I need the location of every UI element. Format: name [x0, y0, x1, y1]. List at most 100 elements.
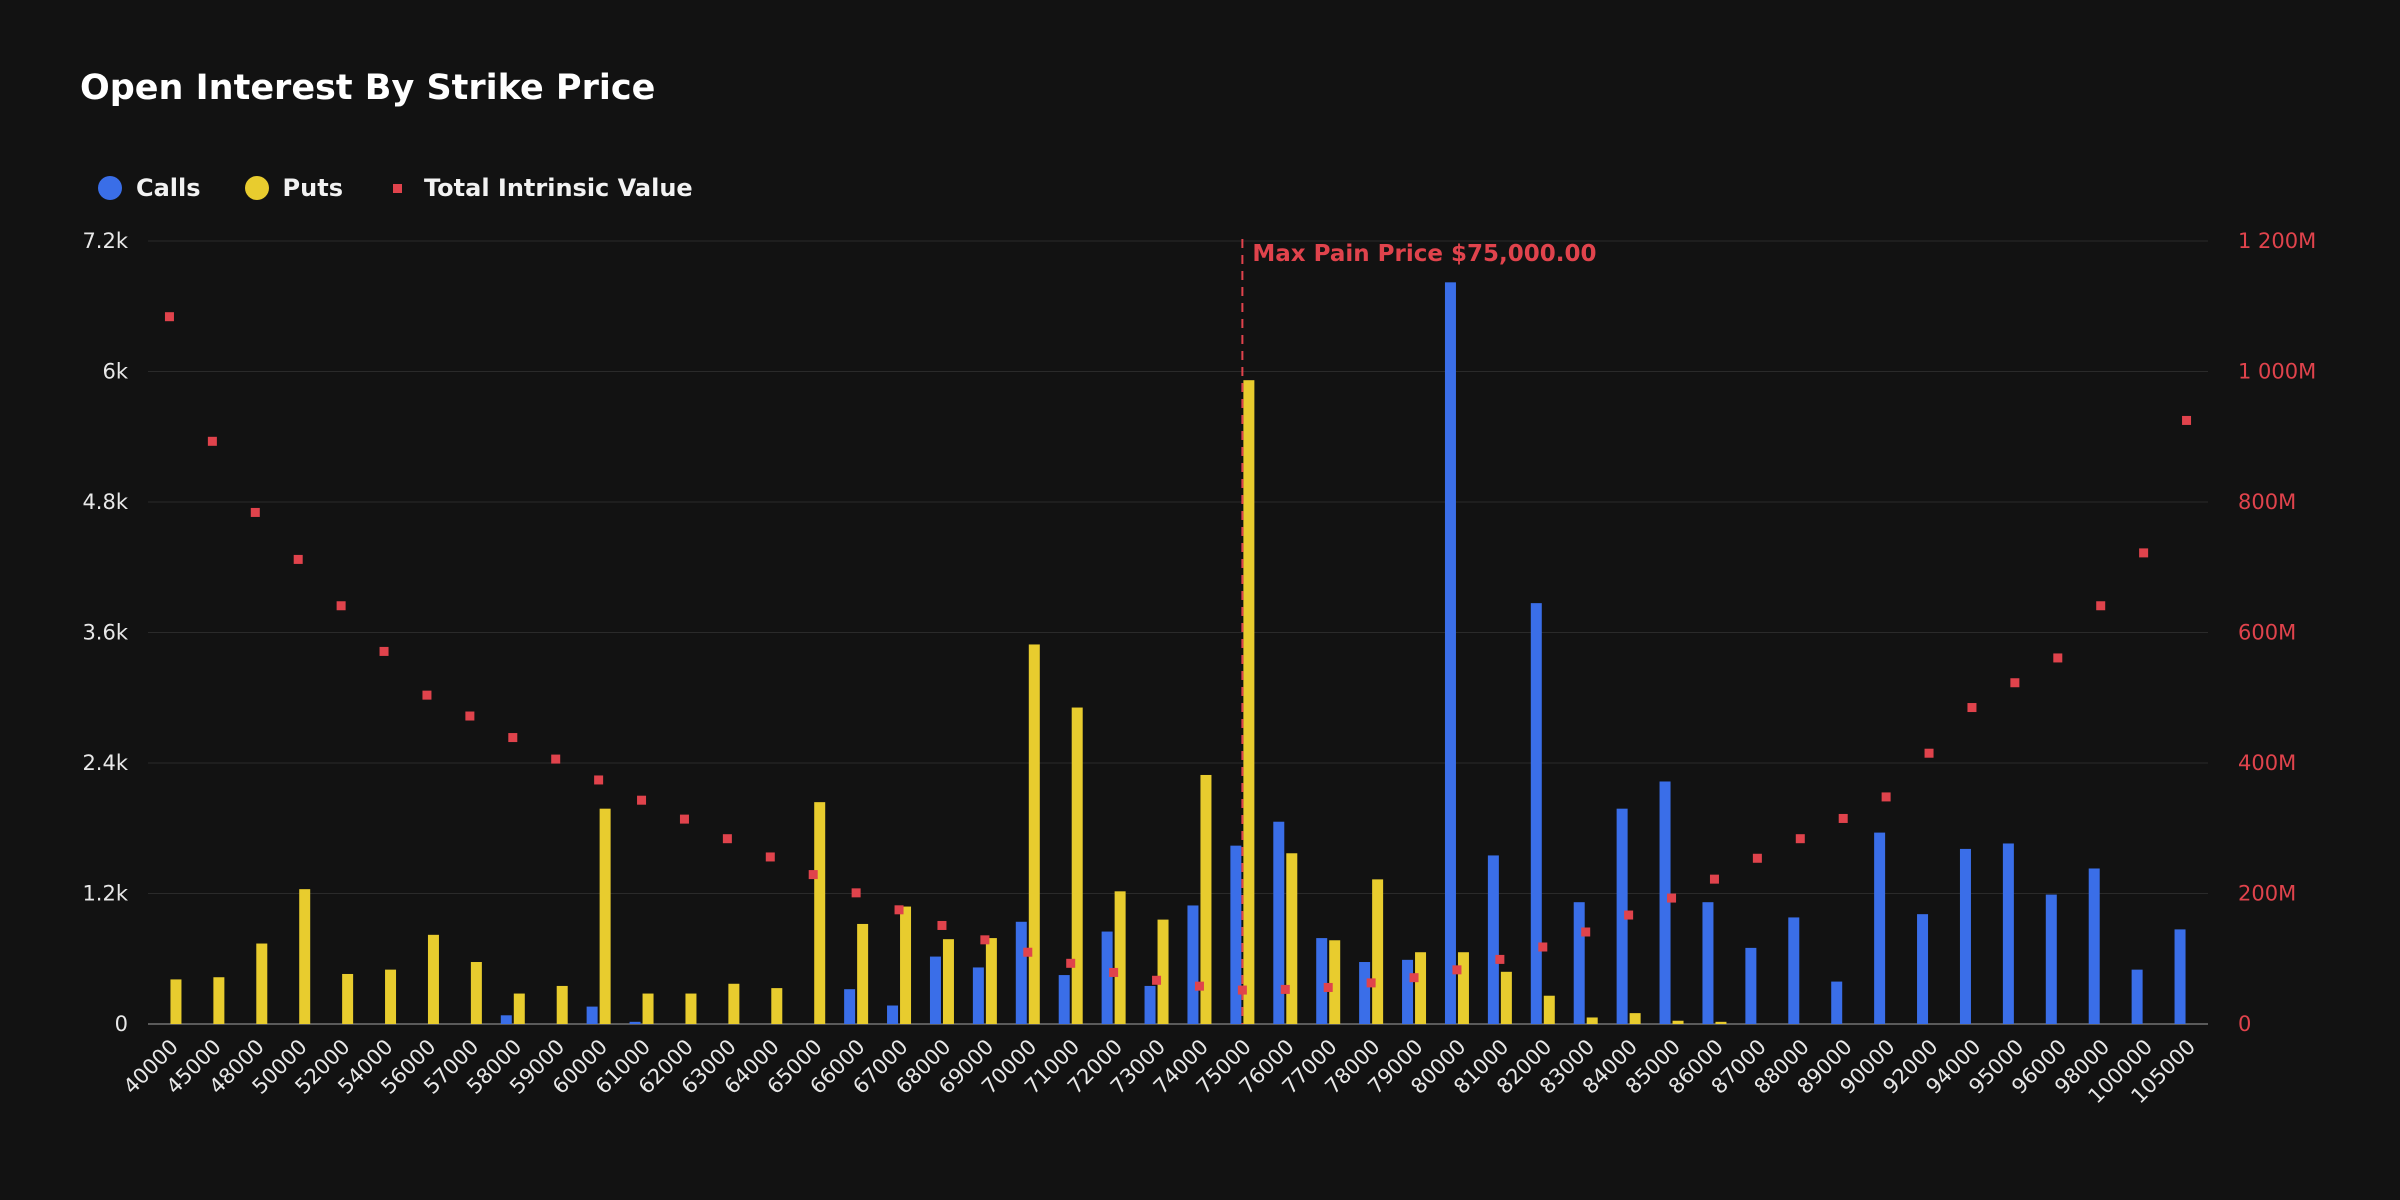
calls-bar	[1316, 938, 1328, 1024]
puts-bar	[299, 889, 311, 1024]
total-intrinsic-value-point	[250, 507, 260, 517]
calls-bar	[1487, 855, 1499, 1024]
puts-bar	[256, 943, 268, 1024]
y-tick-label-left: 1.2k	[82, 882, 128, 906]
total-intrinsic-value-point	[637, 795, 647, 805]
calls-bar	[2088, 868, 2100, 1024]
total-intrinsic-value-point	[422, 690, 432, 700]
total-intrinsic-value-point	[1280, 984, 1290, 994]
chart-legend: Calls Puts Total Intrinsic Value	[98, 174, 737, 202]
puts-bar	[1415, 952, 1427, 1024]
grid-layer	[148, 240, 2208, 1025]
puts-bar	[170, 979, 182, 1024]
calls-bar	[2131, 969, 2143, 1024]
total-intrinsic-value-point	[851, 888, 861, 898]
calls-bar	[1788, 917, 1800, 1024]
total-intrinsic-value-point	[1152, 975, 1162, 985]
puts-bar	[342, 973, 354, 1024]
total-intrinsic-value-point	[1194, 981, 1204, 991]
total-intrinsic-value-point	[379, 646, 389, 656]
bar-layer	[170, 282, 2186, 1024]
total-intrinsic-value-point	[1409, 973, 1419, 983]
calls-bar	[629, 1021, 641, 1024]
puts-bar	[942, 939, 954, 1024]
total-intrinsic-value-point	[1967, 703, 1977, 713]
total-intrinsic-value-point	[2182, 415, 2192, 425]
calls-bar	[1745, 947, 1757, 1024]
puts-bar	[1071, 707, 1083, 1024]
total-intrinsic-value-point	[2053, 653, 2063, 663]
total-intrinsic-value-point	[937, 920, 947, 930]
total-intrinsic-value-point	[894, 905, 904, 915]
calls-bar	[1659, 781, 1671, 1024]
total-intrinsic-value-point	[293, 554, 303, 564]
total-intrinsic-value-point	[679, 814, 689, 824]
total-intrinsic-value-point	[1924, 748, 1934, 758]
y-tick-label-left: 2.4k	[82, 751, 128, 775]
calls-bar	[1058, 975, 1070, 1024]
total-intrinsic-value-point	[1538, 942, 1548, 952]
y-tick-label-right: 600M	[2238, 621, 2296, 645]
total-intrinsic-value-point	[1752, 853, 1762, 863]
legend-marker-total-intrinsic-value	[392, 183, 402, 193]
puts-bar	[1200, 774, 1212, 1024]
total-intrinsic-value-point	[2010, 678, 2020, 688]
x-axis: 4000045000480005000052000540005600057000…	[119, 1035, 2200, 1109]
total-intrinsic-value-point	[980, 935, 990, 945]
legend-label-calls: Calls	[136, 174, 201, 202]
puts-bar	[685, 993, 697, 1024]
total-intrinsic-value-point	[1624, 910, 1634, 920]
calls-bar	[1959, 848, 1971, 1024]
puts-bar	[1157, 919, 1169, 1024]
total-intrinsic-value-point	[1795, 834, 1805, 844]
puts-bar	[985, 938, 997, 1024]
total-intrinsic-value-point	[765, 852, 775, 862]
calls-bar	[887, 1005, 899, 1024]
puts-bar	[513, 993, 525, 1024]
calls-bar	[1831, 981, 1843, 1024]
puts-bar	[213, 977, 225, 1024]
calls-bar	[1402, 959, 1414, 1024]
legend-item-total-intrinsic-value[interactable]: Total Intrinsic Value	[387, 174, 693, 202]
y-tick-label-right: 0	[2238, 1012, 2251, 1036]
calls-bar	[929, 956, 941, 1024]
total-intrinsic-value-point	[1495, 954, 1505, 964]
total-intrinsic-value-point	[808, 870, 818, 880]
calls-bar	[1444, 282, 1456, 1024]
puts-bar	[857, 923, 869, 1024]
total-intrinsic-value-point	[1881, 792, 1891, 802]
puts-bar	[1457, 952, 1469, 1024]
puts-bar	[1629, 1013, 1641, 1024]
y-tick-label-left: 6k	[102, 360, 128, 384]
legend-marker-puts	[244, 176, 269, 200]
calls-bar	[1917, 914, 1929, 1024]
calls-bar	[972, 967, 984, 1024]
puts-bar	[642, 993, 654, 1024]
legend-item-puts[interactable]: Puts	[244, 174, 343, 202]
total-intrinsic-value-point	[722, 834, 732, 844]
y-tick-label-right: 400M	[2238, 751, 2296, 775]
puts-bar	[900, 906, 912, 1024]
calls-bar	[1616, 808, 1628, 1024]
scatter-layer	[164, 312, 2192, 995]
y-tick-label-left: 0	[115, 1012, 128, 1036]
calls-bar	[586, 1006, 598, 1024]
total-intrinsic-value-point	[1366, 978, 1376, 988]
legend-item-calls[interactable]: Calls	[98, 174, 201, 202]
right-axis: 0 200M 400M 600M 800M 1 000M 1 200M	[2238, 229, 2316, 1036]
calls-bar	[1015, 921, 1027, 1024]
legend-label-puts: Puts	[282, 174, 343, 202]
calls-bar	[1530, 603, 1542, 1024]
calls-bar	[1101, 931, 1113, 1024]
puts-bar	[1028, 644, 1040, 1024]
puts-bar	[1543, 995, 1555, 1024]
legend-marker-calls	[98, 176, 122, 200]
puts-bar	[470, 962, 482, 1024]
puts-bar	[385, 969, 397, 1024]
total-intrinsic-value-point	[1066, 958, 1076, 968]
puts-bar	[771, 988, 783, 1024]
calls-bar	[1230, 845, 1242, 1024]
total-intrinsic-value-point	[207, 436, 217, 446]
